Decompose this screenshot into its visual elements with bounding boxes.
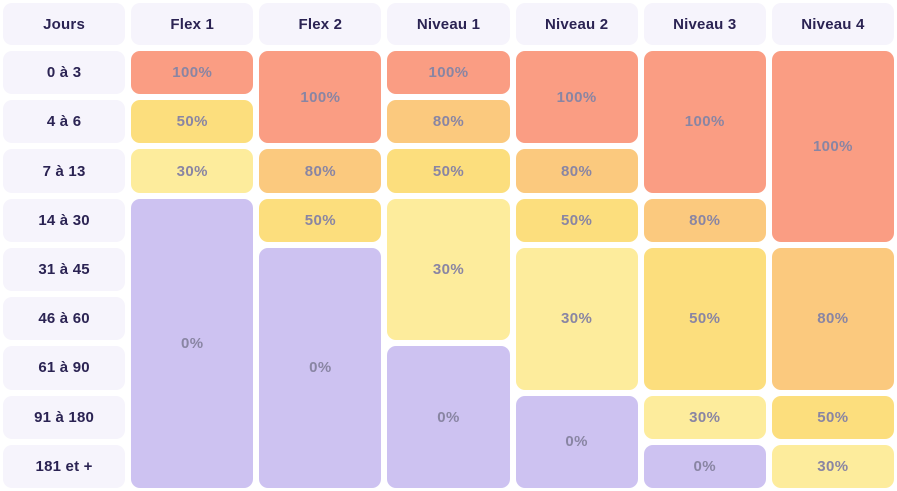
row-label-0-3: 0 à 3: [3, 51, 126, 95]
row-label-61-90: 61 à 90: [3, 346, 126, 390]
cell-niveau2-50pct: 50%: [515, 198, 638, 242]
column-header-niveau-1: Niveau 1: [387, 3, 510, 45]
row-label-91-180: 91 à 180: [3, 395, 126, 439]
cell-niveau1-50pct: 50%: [387, 149, 510, 193]
cell-niveau4-30pct: 30%: [771, 444, 894, 488]
row-label-7-13: 7 à 13: [3, 149, 126, 193]
row-label-4-6: 4 à 6: [3, 100, 126, 144]
cell-niveau3-80pct: 80%: [643, 198, 766, 242]
column-header-niveau-4: Niveau 4: [771, 3, 894, 45]
cell-niveau3-100pct: 100%: [643, 51, 766, 193]
cell-niveau4-100pct: 100%: [771, 51, 894, 242]
column-header-niveau-3: Niveau 3: [643, 3, 766, 45]
column-header-flex-1: Flex 1: [131, 3, 254, 45]
cell-flex2-50pct: 50%: [259, 198, 382, 242]
cell-niveau3-50pct: 50%: [643, 247, 766, 390]
row-label-181-plus: 181 et +: [3, 444, 126, 488]
cell-flex1-50pct: 50%: [131, 100, 254, 144]
cell-flex2-100pct: 100%: [259, 51, 382, 144]
cell-niveau1-80pct: 80%: [387, 100, 510, 144]
cell-niveau4-50pct: 50%: [771, 395, 894, 439]
cell-flex1-0pct: 0%: [131, 198, 254, 488]
cell-flex2-0pct: 0%: [259, 247, 382, 488]
cell-niveau4-80pct: 80%: [771, 247, 894, 390]
row-label-46-60: 46 à 60: [3, 297, 126, 341]
cell-niveau2-100pct: 100%: [515, 51, 638, 144]
cell-niveau1-100pct: 100%: [387, 51, 510, 95]
cell-niveau2-30pct: 30%: [515, 247, 638, 390]
cell-flex2-80pct: 80%: [259, 149, 382, 193]
cell-niveau2-0pct: 0%: [515, 395, 638, 488]
cell-niveau2-80pct: 80%: [515, 149, 638, 193]
cell-niveau1-30pct: 30%: [387, 198, 510, 341]
cell-flex1-30pct: 30%: [131, 149, 254, 193]
row-label-14-30: 14 à 30: [3, 198, 126, 242]
cell-niveau3-30pct: 30%: [643, 395, 766, 439]
row-label-31-45: 31 à 45: [3, 247, 126, 292]
column-header-jours: Jours: [3, 3, 126, 45]
column-header-flex-2: Flex 2: [259, 3, 382, 45]
column-header-niveau-2: Niveau 2: [515, 3, 638, 45]
cell-niveau1-0pct: 0%: [387, 346, 510, 488]
cell-niveau3-0pct: 0%: [643, 444, 766, 488]
cell-flex1-100pct: 100%: [131, 51, 254, 95]
